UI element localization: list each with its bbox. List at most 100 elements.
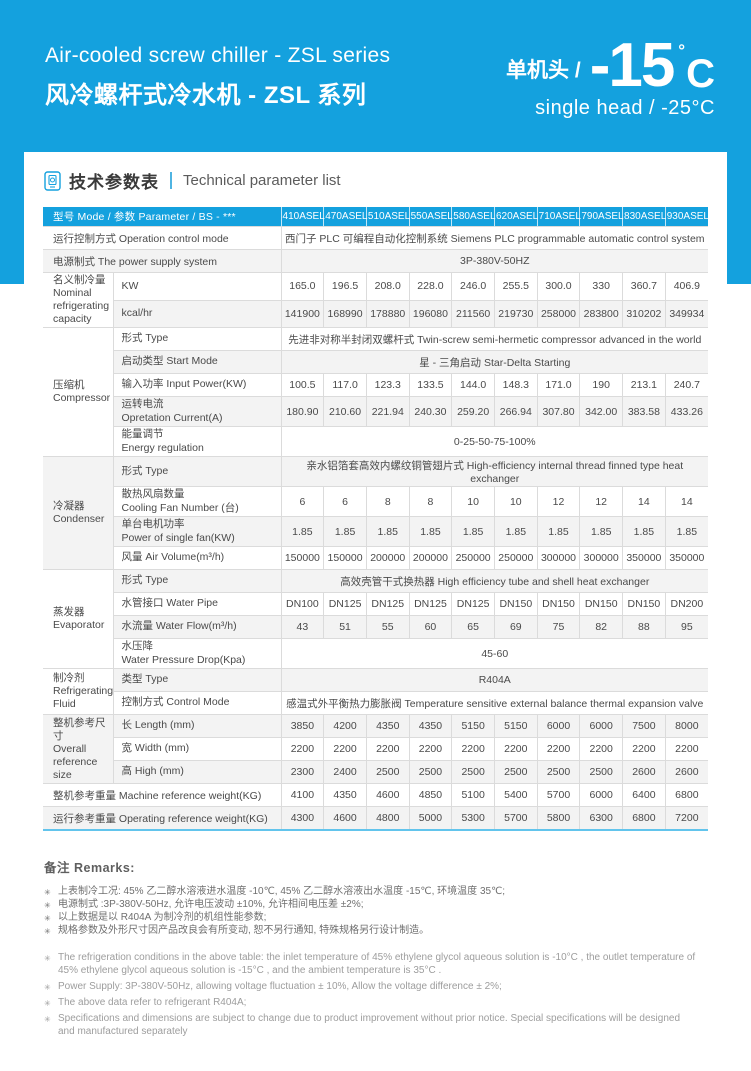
remark-item: 电源制式 :3P-380V-50Hz, 允许电压波动 ±10%, 允许相间电压差… <box>44 898 699 912</box>
value-cell: DN125 <box>323 592 367 616</box>
value-cell: 4200 <box>323 714 367 738</box>
value-cell: 6300 <box>579 806 624 830</box>
value-cell: DN125 <box>365 592 410 616</box>
table-row: 水流量 Water Flow(m³/h) 43 51 55 60 65 69 75 82 88 95 <box>43 615 709 639</box>
value-cell: 133.5 <box>408 373 453 397</box>
value-cell: 2500 <box>536 760 581 784</box>
value-cell: 7200 <box>664 806 709 830</box>
value-cell: 2500 <box>365 760 410 784</box>
table-row: 压缩机 Compressor 形式 Type 先进非对称半封闭双螺杆式 Twin-s… <box>42 327 709 457</box>
value-cell: 342.00 <box>579 396 624 427</box>
group-label-cell: 制冷剂 Refrigerating Fluid <box>42 668 114 715</box>
param-label-cell: KW <box>112 272 282 301</box>
table-row: 高 High (mm) 2300 2400 2500 2500 2500 2500 2500 2… <box>43 760 709 784</box>
table-row: 运行参考重量 Operating reference weight(KG) 430… <box>42 806 709 830</box>
value-cell: 6 <box>280 486 325 517</box>
value-cell: 4100 <box>280 783 325 807</box>
value-cell: 4350 <box>365 714 410 738</box>
value-cell: 259.20 <box>451 396 495 427</box>
value-cell: 2200 <box>408 737 453 761</box>
value-cell: 180.90 <box>280 396 325 427</box>
value-cell: 1.85 <box>280 516 325 547</box>
table-row: kcal/hr 141900 168990 178880 196080 211560 219… <box>43 299 709 328</box>
span-value-cell: 45-60 <box>280 638 709 669</box>
param-label-cell: 启动类型 Start Mode <box>112 350 282 374</box>
value-cell: 330 <box>579 272 624 301</box>
value-cell: 5300 <box>451 806 495 830</box>
param-label-cell: 形式 Type <box>112 456 282 487</box>
group-label-cell: 压缩机 Compressor <box>42 327 114 457</box>
value-cell: 123.3 <box>365 373 410 397</box>
span-value-cell: 星 - 三角启动 Star-Delta Starting <box>280 350 709 374</box>
value-cell: 300000 <box>536 546 581 570</box>
parameter-table-wrap: 型号 Mode / 参数 Parameter / BS - *** 410ASEL… <box>42 207 709 831</box>
model-column-header: 830ASEL <box>622 207 666 227</box>
value-cell: 2600 <box>664 760 709 784</box>
single-head-label-en: single head / -25°C <box>535 97 715 120</box>
value-cell: 5150 <box>493 714 538 738</box>
value-cell: 7500 <box>622 714 666 738</box>
table-row: 水管接口 Water Pipe DN100 DN125 DN125 DN125 DN125… <box>43 592 709 616</box>
value-cell: 2500 <box>408 760 453 784</box>
row-label-cell: 运行控制方式 Operation control mode <box>42 226 282 250</box>
table-row: 整机参考重量 Machine reference weight(KG) 4100 4… <box>42 783 709 807</box>
value-cell: 5000 <box>408 806 453 830</box>
group-label-cell: 名义制冷量 Nominal refrigerating capacity <box>42 272 114 328</box>
single-head-label-cn: 单机头 / <box>506 59 581 83</box>
param-label-cell: 水压降 Water Pressure Drop(Kpa) <box>112 638 282 669</box>
section-title-en: Technical parameter list <box>183 172 341 189</box>
value-cell: 144.0 <box>451 373 495 397</box>
param-label-cell: 长 Length (mm) <box>112 714 282 738</box>
value-cell: 2200 <box>536 737 581 761</box>
value-cell: 240.30 <box>408 396 453 427</box>
value-cell: 5400 <box>493 783 538 807</box>
value-cell: 250000 <box>493 546 538 570</box>
value-cell: 6 <box>323 486 367 517</box>
value-cell: 14 <box>664 486 709 517</box>
remarks-list-cn: 上表制冷工况: 45% 乙二醇水溶液进水温度 -10℃, 45% 乙二醇水溶液出… <box>44 885 699 938</box>
value-cell: 141900 <box>280 299 325 328</box>
temperature-line: 单机头 / -15 ° C <box>506 31 715 100</box>
temperature-value: -15 <box>589 31 676 100</box>
table-header-row: 型号 Mode / 参数 Parameter / BS - *** 410ASEL… <box>43 207 709 227</box>
value-cell: 406.9 <box>664 272 709 301</box>
value-cell: 75 <box>536 615 581 639</box>
param-label-cell: 宽 Width (mm) <box>112 737 282 761</box>
model-column-header: 710ASEL <box>536 207 581 227</box>
value-cell: 350000 <box>664 546 709 570</box>
remarks-list-en: The refrigeration conditions in the abov… <box>44 951 699 1038</box>
span-value-cell: 0-25-50-75-100% <box>280 426 709 457</box>
value-cell: 95 <box>664 615 709 639</box>
value-cell: 228.0 <box>408 272 453 301</box>
span-value-cell: 西门子 PLC 可编程自动化控制系统 Siemens PLC programma… <box>280 226 709 250</box>
remark-item: 规格参数及外形尺寸因产品改良会有所变动, 恕不另行通知, 特殊规格另行设计制造。 <box>44 924 699 938</box>
table-row: 输入功率 Input Power(KW) 100.5 117.0 123.3 133.5… <box>43 373 709 397</box>
span-value-cell: 3P-380V-50HZ <box>280 249 709 273</box>
remark-item: The refrigeration conditions in the abov… <box>44 951 699 977</box>
value-cell: 2200 <box>664 737 709 761</box>
value-cell: 8 <box>365 486 410 517</box>
product-title-cn: 风冷螺杆式冷水机 - ZSL 系列 <box>45 82 367 109</box>
value-cell: 8 <box>408 486 453 517</box>
value-cell: 350000 <box>622 546 666 570</box>
section-title-cn: 技术参数表 <box>69 173 159 192</box>
value-cell: 12 <box>579 486 624 517</box>
value-cell: 65 <box>451 615 495 639</box>
value-cell: 3850 <box>280 714 325 738</box>
param-label-cell: 运转电流 Opretation Current(A) <box>112 396 282 427</box>
model-column-header: 580ASEL <box>451 207 496 227</box>
param-label-cell: kcal/hr <box>112 299 282 328</box>
param-label-cell: 高 High (mm) <box>112 760 282 784</box>
value-cell: 1.85 <box>493 516 538 547</box>
value-cell: 10 <box>493 486 538 517</box>
value-cell: 165.0 <box>280 272 325 301</box>
value-cell: 2400 <box>323 760 367 784</box>
value-cell: 1.85 <box>365 516 410 547</box>
table-row: 启动类型 Start Mode 星 - 三角启动 Star-Delta Start… <box>43 350 709 374</box>
value-cell: 178880 <box>365 299 410 328</box>
value-cell: 6000 <box>579 714 624 738</box>
parameter-table: 型号 Mode / 参数 Parameter / BS - *** 410ASEL… <box>42 207 709 830</box>
datasheet-page: Air-cooled screw chiller - ZSL series 风冷… <box>0 0 751 978</box>
value-cell: 300000 <box>579 546 624 570</box>
value-cell: 200000 <box>408 546 453 570</box>
